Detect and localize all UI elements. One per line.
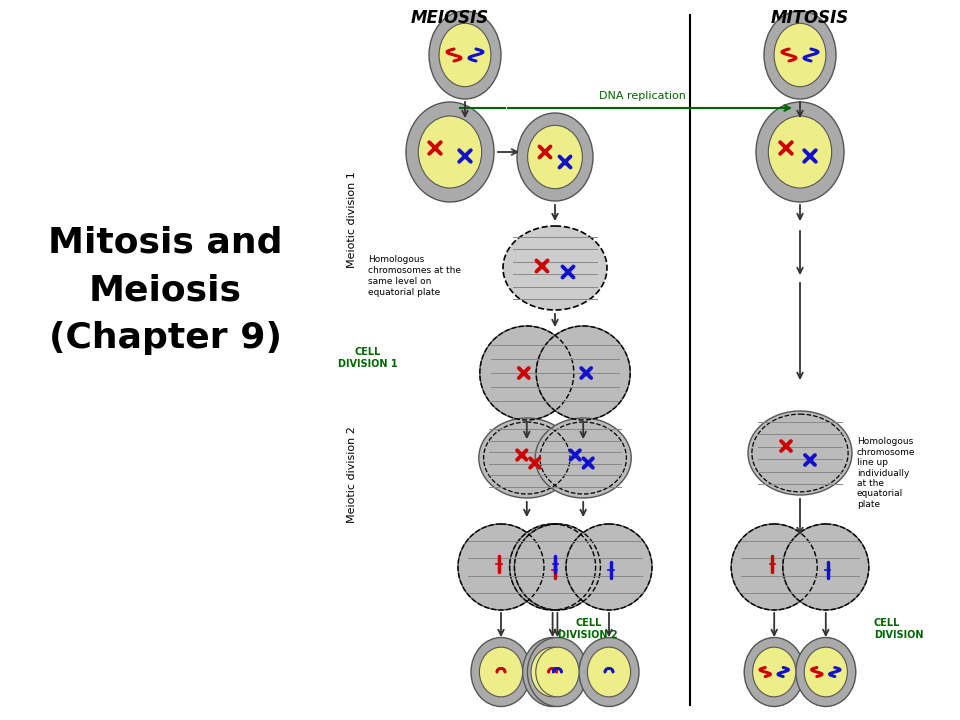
Ellipse shape [503, 226, 607, 310]
Text: DNA replication: DNA replication [599, 91, 685, 101]
Ellipse shape [768, 116, 831, 188]
Ellipse shape [479, 647, 522, 697]
Circle shape [515, 524, 600, 610]
Ellipse shape [439, 23, 491, 86]
Ellipse shape [748, 411, 852, 495]
Text: Homologous
chromosomes at the
same level on
equatorial plate: Homologous chromosomes at the same level… [368, 255, 461, 297]
Ellipse shape [796, 637, 855, 706]
Circle shape [537, 326, 630, 420]
Text: MEIOSIS: MEIOSIS [411, 9, 490, 27]
Circle shape [566, 524, 652, 610]
Ellipse shape [531, 647, 574, 697]
Ellipse shape [471, 637, 531, 706]
Ellipse shape [429, 11, 501, 99]
Ellipse shape [517, 113, 593, 201]
Ellipse shape [756, 102, 844, 202]
Circle shape [458, 524, 544, 610]
Ellipse shape [528, 125, 583, 189]
Circle shape [782, 524, 869, 610]
Circle shape [510, 524, 595, 610]
Ellipse shape [522, 637, 583, 706]
Ellipse shape [535, 418, 632, 498]
Text: Meiotic division 2: Meiotic division 2 [347, 426, 357, 523]
Text: CELL
DIVISION 1: CELL DIVISION 1 [338, 347, 397, 369]
Text: MITOSIS: MITOSIS [771, 9, 850, 27]
Circle shape [480, 326, 574, 420]
Text: Meiotic division 1: Meiotic division 1 [347, 171, 357, 269]
Ellipse shape [764, 11, 836, 99]
Ellipse shape [527, 637, 588, 706]
Ellipse shape [479, 418, 575, 498]
Ellipse shape [804, 647, 848, 697]
Ellipse shape [744, 637, 804, 706]
Ellipse shape [774, 23, 826, 86]
Circle shape [732, 524, 817, 610]
Ellipse shape [753, 647, 796, 697]
Ellipse shape [406, 102, 494, 202]
Text: CELL
DIVISION 2: CELL DIVISION 2 [559, 618, 618, 639]
Text: CELL
DIVISION: CELL DIVISION [874, 618, 924, 639]
Text: Mitosis and
Meiosis
(Chapter 9): Mitosis and Meiosis (Chapter 9) [48, 225, 282, 354]
Ellipse shape [536, 647, 579, 697]
Text: Homologous
chromosome
line up
individually
at the
equatorial
plate: Homologous chromosome line up individual… [857, 437, 916, 509]
Ellipse shape [588, 647, 631, 697]
Ellipse shape [579, 637, 639, 706]
Ellipse shape [419, 116, 482, 188]
